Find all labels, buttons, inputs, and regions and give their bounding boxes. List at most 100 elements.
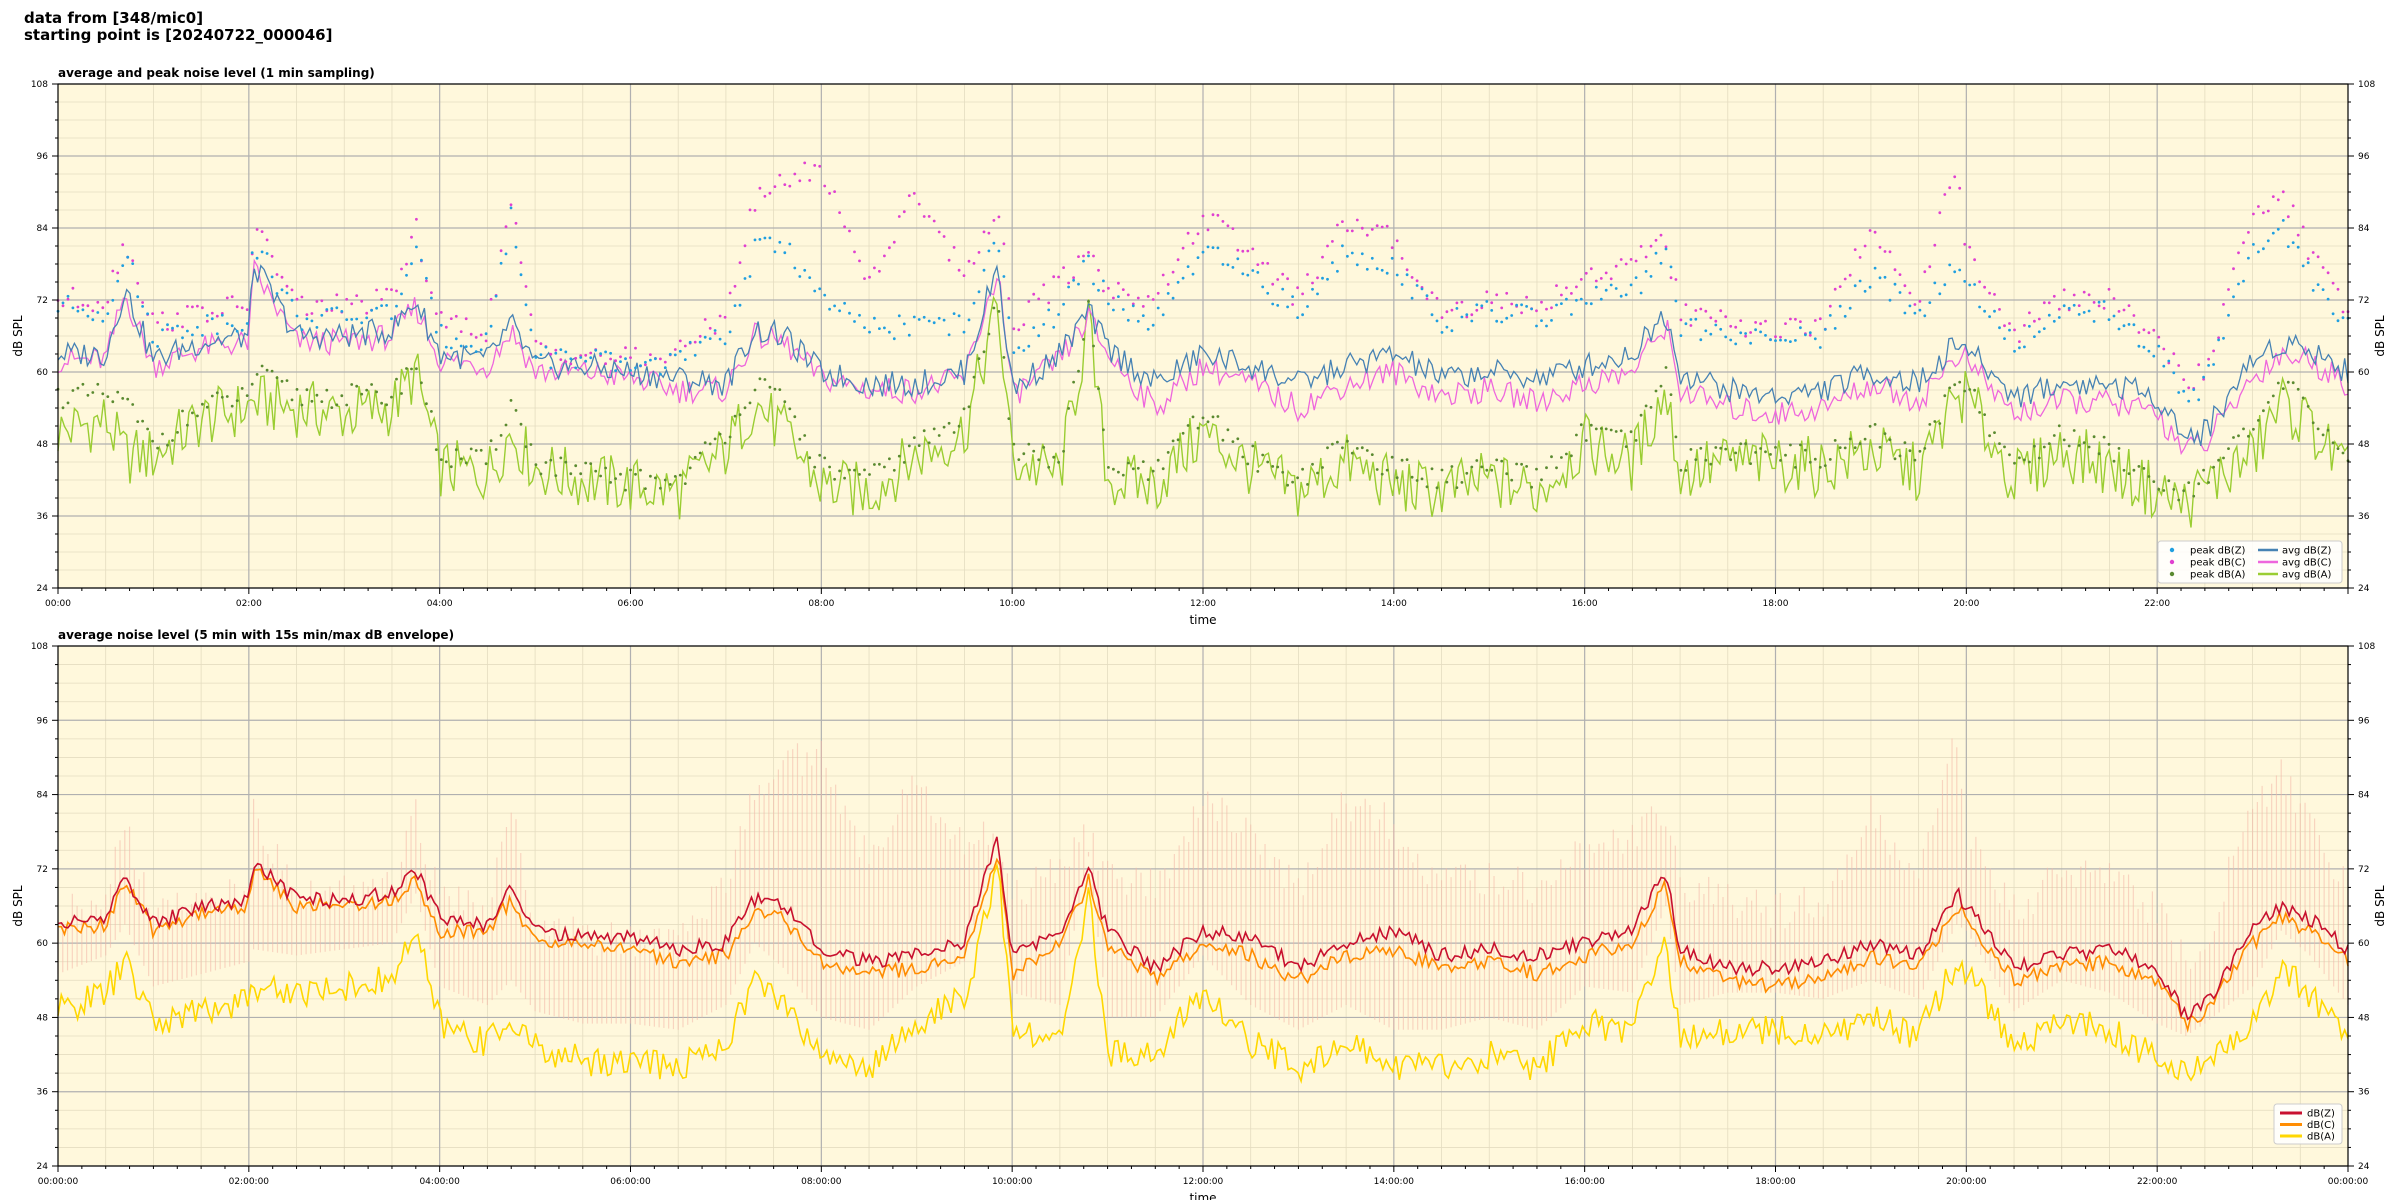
peak-point: [1336, 223, 1339, 227]
peak-point: [678, 339, 682, 343]
peak-point: [1535, 324, 1538, 328]
peak-point: [410, 262, 413, 266]
peak-point: [902, 461, 906, 464]
peak-point: [1296, 316, 1299, 319]
peak-point: [534, 339, 538, 343]
peak-point: [1804, 448, 1807, 452]
peak-point: [793, 172, 797, 176]
peak-point: [1286, 277, 1289, 281]
peak-point: [1455, 301, 1459, 305]
peak-point: [1002, 275, 1006, 278]
peak-point: [1022, 452, 1026, 456]
series-points-peakdbc: [56, 161, 2350, 390]
peak-point: [738, 413, 742, 417]
peak-point: [554, 351, 558, 355]
peak-point: [1117, 295, 1120, 298]
peak-point: [454, 448, 458, 452]
peak-point: [1425, 297, 1429, 301]
peak-point: [788, 184, 792, 188]
peak-point: [1694, 317, 1698, 321]
peak-point: [1634, 439, 1638, 442]
peak-point: [683, 344, 687, 348]
peak-point: [1545, 307, 1548, 311]
peak-point: [489, 439, 493, 443]
peak-point: [584, 359, 588, 363]
peak-point: [1365, 233, 1369, 237]
peak-point: [2117, 310, 2121, 313]
peak-point: [469, 447, 473, 451]
peak-point: [131, 259, 135, 262]
peak-point: [1799, 443, 1802, 447]
peak-point: [2237, 282, 2240, 286]
peak-point: [400, 292, 403, 296]
peak-point: [1714, 323, 1718, 327]
peak-point: [1360, 446, 1364, 450]
peak-point: [1141, 460, 1145, 463]
peak-point: [1380, 225, 1384, 229]
peak-point: [2008, 453, 2011, 457]
peak-point: [1823, 328, 1827, 331]
peak-point: [1953, 175, 1957, 179]
peak-point: [843, 476, 846, 480]
peak-point: [1555, 303, 1558, 307]
peak-point: [425, 402, 428, 406]
peak-point: [2331, 281, 2335, 285]
peak-point: [1370, 228, 1374, 231]
peak-point: [270, 254, 274, 258]
peak-point: [1838, 446, 1842, 449]
peak-point: [1500, 459, 1504, 463]
peak-point: [1545, 324, 1548, 328]
x-tick-label: 20:00:00: [1946, 1177, 1987, 1187]
peak-point: [504, 225, 508, 229]
peak-point: [828, 465, 831, 469]
legend-box: [2157, 540, 2343, 584]
peak-point: [1291, 303, 1294, 306]
peak-point: [121, 264, 125, 267]
peak-point: [932, 321, 936, 325]
peak-point: [2142, 345, 2146, 349]
peak-point: [1540, 319, 1543, 322]
peak-point: [1624, 262, 1628, 266]
peak-point: [1794, 317, 1797, 321]
peak-point: [1550, 306, 1553, 310]
peak-point: [380, 298, 383, 301]
peak-point: [2157, 335, 2161, 339]
peak-point: [778, 173, 782, 177]
peak-point: [2227, 447, 2230, 450]
peak-point: [1659, 233, 1663, 237]
peak-point: [2112, 459, 2116, 463]
peak-point: [1599, 427, 1603, 430]
peak-point: [2077, 304, 2081, 307]
peak-point: [609, 351, 612, 355]
peak-point: [753, 238, 757, 242]
peak-point: [290, 298, 294, 302]
peak-point: [673, 348, 677, 351]
peak-point: [1027, 300, 1031, 303]
peak-point: [564, 360, 568, 363]
peak-point: [425, 276, 428, 280]
peak-point: [1604, 427, 1608, 431]
peak-point: [210, 317, 214, 321]
peak-point: [1843, 277, 1847, 281]
peak-point: [987, 249, 991, 253]
peak-point: [1888, 298, 1892, 302]
peak-point: [1973, 388, 1976, 392]
peak-point: [1112, 467, 1115, 471]
peak-point: [1360, 252, 1364, 256]
peak-point: [1654, 251, 1658, 255]
peak-point: [2207, 357, 2211, 361]
peak-point: [639, 364, 642, 368]
peak-point: [1475, 459, 1479, 462]
series-line-dba: [57, 862, 2349, 1084]
peak-point: [778, 388, 782, 391]
peak-point: [270, 275, 274, 279]
peak-point: [405, 273, 408, 277]
peak-point: [2122, 468, 2126, 472]
peak-point: [1639, 413, 1643, 417]
peak-point: [2013, 328, 2016, 332]
peak-point: [559, 358, 563, 361]
peak-point: [1913, 303, 1917, 306]
peak-point: [634, 366, 637, 370]
peak-point: [2281, 190, 2285, 194]
peak-point: [1042, 446, 1046, 449]
